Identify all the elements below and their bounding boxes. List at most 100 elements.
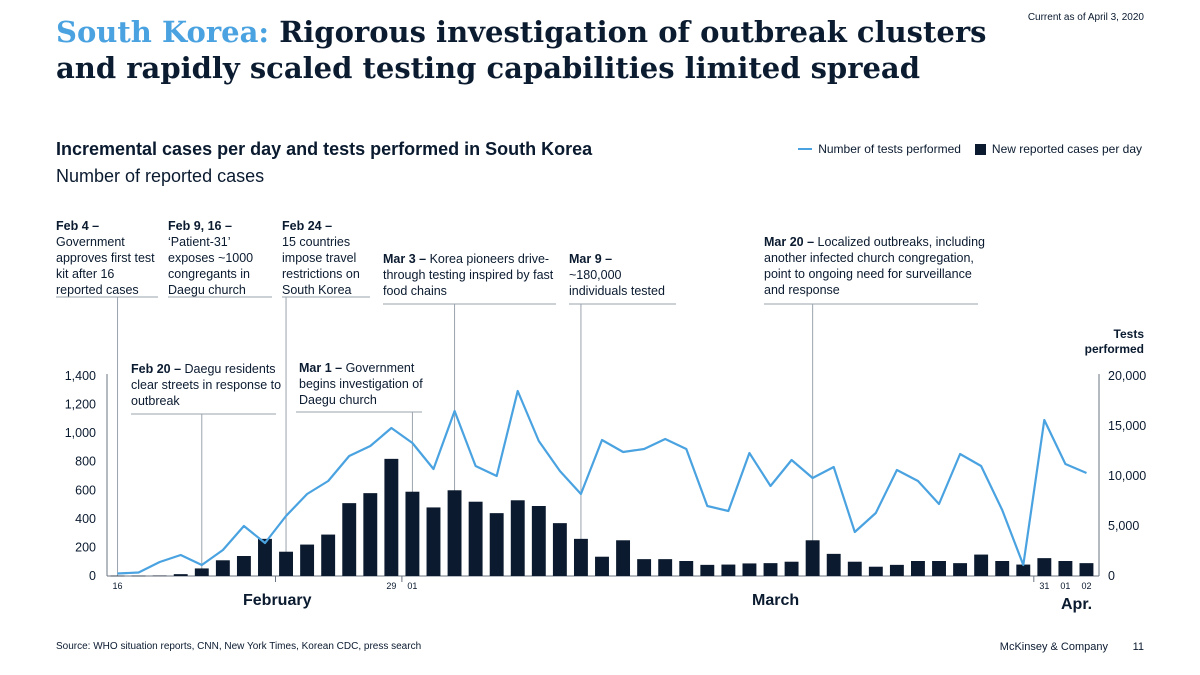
tests-legend-label: Number of tests performed bbox=[818, 142, 961, 156]
annotation-feb9: Feb 9, 16 – ‘Patient-31’ exposes ~1000 c… bbox=[168, 218, 263, 298]
case-bar bbox=[721, 564, 736, 576]
annotation-mar20: Mar 20 – Localized outbreaks, including … bbox=[764, 234, 986, 298]
case-bar bbox=[700, 564, 715, 576]
annotation-mar1-body: Government begins investigation of Daegu… bbox=[299, 361, 423, 407]
case-bar bbox=[531, 506, 546, 576]
case-bar bbox=[447, 490, 462, 576]
brand-name: McKinsey & Company bbox=[999, 641, 1108, 653]
case-bar bbox=[258, 538, 272, 576]
case-bar bbox=[321, 534, 336, 576]
x-axis-tick-label: 02 bbox=[1081, 581, 1091, 591]
case-bar bbox=[194, 568, 209, 576]
case-bar bbox=[911, 561, 925, 576]
case-bar bbox=[152, 575, 167, 577]
month-label-march: March bbox=[752, 592, 800, 609]
right-axis-tick-label: 5,000 bbox=[1108, 519, 1139, 533]
case-bar bbox=[300, 544, 315, 576]
page-number: 11 bbox=[1132, 641, 1144, 653]
month-label-february: February bbox=[243, 592, 312, 609]
left-axis-tick-label: 1,000 bbox=[65, 426, 96, 440]
case-bar bbox=[595, 556, 609, 576]
tests-line bbox=[117, 389, 1087, 575]
annotation-feb4-body: Government approves first test kit after… bbox=[56, 235, 155, 297]
case-bar bbox=[510, 500, 525, 576]
case-bar bbox=[426, 507, 441, 576]
annotation-feb4-title: Feb 4 – bbox=[56, 219, 100, 233]
case-bar bbox=[826, 553, 841, 576]
x-axis-tick-label: 29 bbox=[386, 581, 396, 591]
left-axis-tick-label: 200 bbox=[75, 540, 96, 554]
case-bar bbox=[573, 538, 588, 576]
case-bar bbox=[110, 575, 125, 577]
case-bar bbox=[679, 561, 694, 576]
annotation-feb20: Feb 20 – Daegu residents clear streets i… bbox=[131, 361, 283, 409]
annotation-feb24: Feb 24 – 15 countries impose travel rest… bbox=[282, 218, 374, 298]
tests-legend-swatch bbox=[798, 148, 813, 150]
annotation-feb9-body: ‘Patient-31’ exposes ~1000 congregants i… bbox=[168, 235, 254, 297]
case-bar bbox=[1037, 558, 1052, 576]
annotation-mar20-title: Mar 20 – bbox=[764, 235, 815, 249]
annotation-feb24-title: Feb 24 – bbox=[282, 219, 333, 233]
case-bar bbox=[1058, 561, 1073, 576]
case-bar bbox=[932, 561, 946, 576]
title-accent: South Korea: bbox=[56, 15, 270, 49]
source-note: Source: WHO situation reports, CNN, New … bbox=[56, 641, 422, 652]
case-bar bbox=[279, 551, 293, 576]
case-bar bbox=[552, 523, 567, 576]
month-label-april: Apr. bbox=[1061, 596, 1093, 613]
annotation-mar9-body: ~180,000 individuals tested bbox=[569, 268, 665, 298]
case-bar bbox=[742, 563, 757, 576]
case-bar bbox=[763, 563, 778, 576]
x-axis-tick-label: 31 bbox=[1039, 581, 1049, 591]
annotation-feb20-title: Feb 20 – bbox=[131, 362, 182, 376]
case-bar bbox=[974, 554, 989, 576]
x-axis-tick-label: 01 bbox=[1060, 581, 1070, 591]
right-axis-title: Tests performed bbox=[1084, 327, 1144, 356]
annotation-feb20-body: Daegu residents clear streets in respons… bbox=[131, 362, 282, 408]
right-axis-tick-label: 10,000 bbox=[1108, 469, 1146, 483]
chart-subtitle: Number of reported cases bbox=[56, 166, 265, 186]
cases-legend-swatch bbox=[974, 143, 986, 155]
chart-title: Incremental cases per day and tests perf… bbox=[56, 139, 593, 159]
case-bar bbox=[131, 575, 146, 577]
case-bar bbox=[236, 556, 251, 576]
annotation-mar3: Mar 3 – Korea pioneers drive-through tes… bbox=[383, 251, 555, 299]
left-axis-tick-label: 400 bbox=[75, 512, 96, 526]
cases-legend-label: New reported cases per day bbox=[991, 142, 1142, 156]
annotation-mar3-title: Mar 3 – bbox=[383, 252, 427, 266]
right-axis-tick-label: 15,000 bbox=[1108, 419, 1146, 433]
annotation-mar20-body: Localized outbreaks, including another i… bbox=[764, 235, 985, 297]
annotation-mar3-body: Korea pioneers drive-through testing ins… bbox=[383, 252, 554, 298]
case-bar bbox=[847, 561, 862, 576]
case-bar bbox=[953, 563, 968, 576]
case-bar bbox=[616, 540, 631, 576]
case-bar bbox=[173, 574, 188, 576]
case-bar bbox=[868, 566, 883, 576]
page-title: South Korea: Rigorous investigation of o… bbox=[56, 14, 1056, 86]
chart-legend: Number of tests performed New reported c… bbox=[798, 142, 1142, 156]
case-bar bbox=[658, 559, 673, 576]
case-bar bbox=[1079, 563, 1094, 576]
case-bar bbox=[468, 501, 483, 576]
case-bar bbox=[384, 458, 399, 576]
annotation-mar1-title: Mar 1 – bbox=[299, 361, 343, 375]
annotation-mar1: Mar 1 – Government begins investigation … bbox=[299, 360, 431, 408]
case-bar bbox=[342, 503, 357, 576]
left-axis-tick-label: 600 bbox=[75, 483, 96, 497]
case-bar bbox=[995, 561, 1010, 576]
title-rest: Rigorous investigation of outbreak clust… bbox=[56, 15, 987, 85]
case-bar bbox=[215, 560, 230, 576]
case-bar bbox=[405, 491, 420, 576]
annotation-feb4: Feb 4 – Government approves first test k… bbox=[56, 218, 156, 298]
case-bar bbox=[784, 561, 799, 576]
case-bar bbox=[363, 493, 378, 576]
annotation-feb24-body: 15 countries impose travel restrictions … bbox=[282, 235, 360, 297]
case-bar bbox=[889, 564, 904, 576]
left-axis-tick-label: 0 bbox=[89, 569, 96, 583]
left-axis-tick-label: 1,400 bbox=[65, 369, 96, 383]
case-bar bbox=[805, 540, 820, 576]
x-axis-tick-label: 16 bbox=[113, 581, 123, 591]
x-axis-tick-label: 01 bbox=[407, 581, 417, 591]
case-bar bbox=[1016, 564, 1031, 576]
